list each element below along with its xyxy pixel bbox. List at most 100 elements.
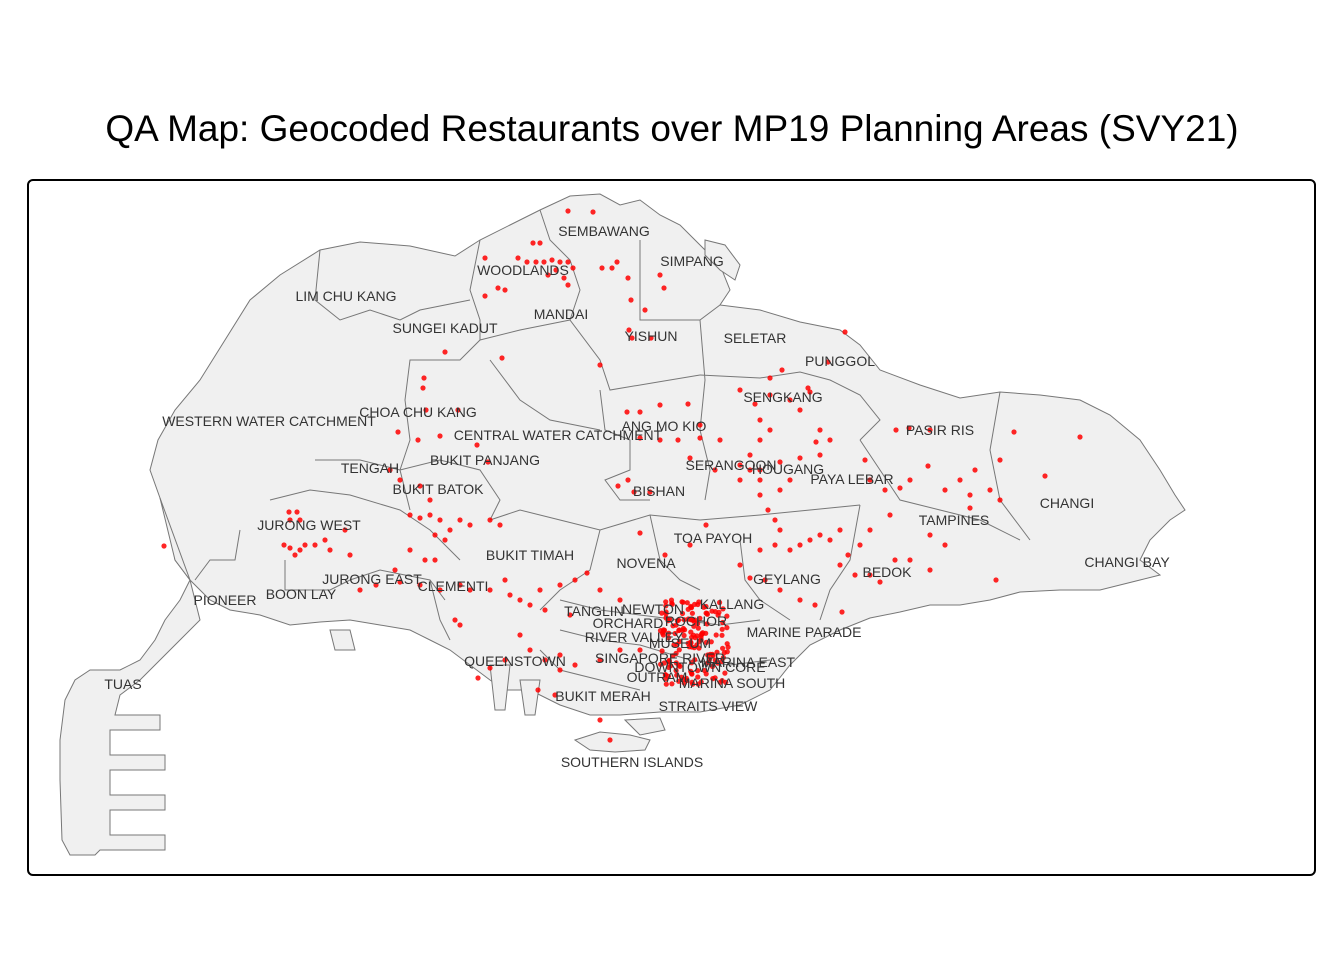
restaurant-point[interactable] bbox=[420, 385, 426, 391]
restaurant-point[interactable] bbox=[537, 240, 543, 246]
restaurant-point[interactable] bbox=[392, 567, 398, 573]
restaurant-point[interactable] bbox=[724, 641, 730, 647]
restaurant-point[interactable] bbox=[427, 512, 433, 518]
restaurant-point[interactable] bbox=[442, 537, 448, 543]
restaurant-point[interactable] bbox=[417, 582, 423, 588]
restaurant-point[interactable] bbox=[695, 621, 701, 627]
restaurant-point[interactable] bbox=[897, 485, 903, 491]
restaurant-point[interactable] bbox=[673, 660, 679, 666]
restaurant-point[interactable] bbox=[437, 517, 443, 523]
restaurant-point[interactable] bbox=[817, 427, 823, 433]
restaurant-point[interactable] bbox=[997, 457, 1003, 463]
restaurant-point[interactable] bbox=[467, 587, 473, 593]
restaurant-point[interactable] bbox=[737, 477, 743, 483]
restaurant-point[interactable] bbox=[457, 582, 463, 588]
restaurant-point[interactable] bbox=[637, 409, 643, 415]
restaurant-point[interactable] bbox=[542, 657, 548, 663]
restaurant-point[interactable] bbox=[553, 267, 559, 273]
restaurant-point[interactable] bbox=[457, 517, 463, 523]
restaurant-point[interactable] bbox=[626, 327, 632, 333]
restaurant-point[interactable] bbox=[1077, 434, 1083, 440]
restaurant-point[interactable] bbox=[712, 467, 718, 473]
restaurant-point[interactable] bbox=[617, 597, 623, 603]
restaurant-point[interactable] bbox=[423, 407, 429, 413]
restaurant-point[interactable] bbox=[567, 612, 573, 618]
restaurant-point[interactable] bbox=[708, 639, 714, 645]
restaurant-point[interactable] bbox=[882, 487, 888, 493]
restaurant-point[interactable] bbox=[570, 265, 576, 271]
restaurant-point[interactable] bbox=[545, 272, 551, 278]
restaurant-point[interactable] bbox=[681, 680, 687, 686]
restaurant-point[interactable] bbox=[797, 542, 803, 548]
restaurant-point[interactable] bbox=[322, 537, 328, 543]
restaurant-point[interactable] bbox=[707, 651, 713, 657]
restaurant-point[interactable] bbox=[675, 437, 681, 443]
restaurant-point[interactable] bbox=[720, 606, 726, 612]
restaurant-point[interactable] bbox=[669, 681, 675, 687]
restaurant-point[interactable] bbox=[706, 656, 713, 662]
restaurant-point[interactable] bbox=[777, 487, 783, 493]
restaurant-point[interactable] bbox=[724, 649, 730, 655]
restaurant-point[interactable] bbox=[482, 293, 488, 299]
restaurant-point[interactable] bbox=[615, 483, 621, 489]
restaurant-point[interactable] bbox=[867, 527, 873, 533]
restaurant-point[interactable] bbox=[805, 385, 811, 391]
restaurant-point[interactable] bbox=[666, 630, 672, 636]
restaurant-point[interactable] bbox=[893, 427, 899, 433]
restaurant-point[interactable] bbox=[482, 255, 488, 261]
restaurant-point[interactable] bbox=[415, 437, 421, 443]
restaurant-point[interactable] bbox=[674, 672, 680, 678]
restaurant-point[interactable] bbox=[673, 650, 679, 657]
restaurant-point[interactable] bbox=[672, 630, 678, 637]
restaurant-point[interactable] bbox=[689, 660, 695, 666]
restaurant-point[interactable] bbox=[772, 542, 778, 548]
restaurant-point[interactable] bbox=[777, 459, 783, 465]
restaurant-point[interactable] bbox=[697, 615, 703, 621]
restaurant-point[interactable] bbox=[487, 665, 493, 671]
restaurant-point[interactable] bbox=[722, 670, 728, 676]
restaurant-point[interactable] bbox=[1011, 429, 1017, 435]
restaurant-point[interactable] bbox=[661, 660, 667, 666]
restaurant-point[interactable] bbox=[837, 527, 843, 533]
restaurant-point[interactable] bbox=[475, 675, 481, 681]
restaurant-point[interactable] bbox=[502, 287, 508, 293]
restaurant-point[interactable] bbox=[661, 285, 667, 291]
restaurant-point[interactable] bbox=[447, 527, 453, 533]
restaurant-point[interactable] bbox=[565, 208, 571, 214]
restaurant-point[interactable] bbox=[297, 547, 303, 553]
restaurant-point[interactable] bbox=[685, 640, 691, 646]
restaurant-point[interactable] bbox=[659, 610, 665, 616]
restaurant-point[interactable] bbox=[407, 547, 413, 553]
restaurant-point[interactable] bbox=[657, 402, 663, 408]
restaurant-point[interactable] bbox=[704, 611, 711, 617]
restaurant-point[interactable] bbox=[927, 532, 933, 538]
restaurant-point[interactable] bbox=[572, 577, 578, 583]
restaurant-point[interactable] bbox=[719, 658, 725, 665]
restaurant-point[interactable] bbox=[906, 425, 912, 431]
restaurant-point[interactable] bbox=[312, 542, 318, 548]
restaurant-point[interactable] bbox=[692, 657, 698, 663]
restaurant-point[interactable] bbox=[373, 582, 379, 588]
restaurant-point[interactable] bbox=[670, 623, 676, 629]
restaurant-point[interactable] bbox=[757, 477, 763, 483]
restaurant-point[interactable] bbox=[787, 477, 793, 483]
restaurant-point[interactable] bbox=[648, 335, 654, 341]
restaurant-point[interactable] bbox=[852, 572, 858, 578]
restaurant-point[interactable] bbox=[709, 663, 716, 670]
restaurant-point[interactable] bbox=[565, 282, 571, 288]
restaurant-point[interactable] bbox=[628, 297, 634, 303]
restaurant-point[interactable] bbox=[557, 667, 563, 673]
restaurant-point[interactable] bbox=[752, 401, 758, 407]
restaurant-point[interactable] bbox=[787, 547, 793, 553]
restaurant-point[interactable] bbox=[957, 477, 963, 483]
restaurant-point[interactable] bbox=[297, 517, 303, 523]
restaurant-point[interactable] bbox=[927, 567, 933, 573]
restaurant-point[interactable] bbox=[617, 647, 623, 653]
restaurant-point[interactable] bbox=[715, 660, 721, 666]
restaurant-point[interactable] bbox=[286, 509, 292, 515]
restaurant-point[interactable] bbox=[676, 627, 682, 633]
restaurant-point[interactable] bbox=[517, 597, 523, 603]
restaurant-point[interactable] bbox=[457, 622, 463, 628]
restaurant-point[interactable] bbox=[327, 547, 333, 553]
restaurant-point[interactable] bbox=[387, 467, 393, 473]
